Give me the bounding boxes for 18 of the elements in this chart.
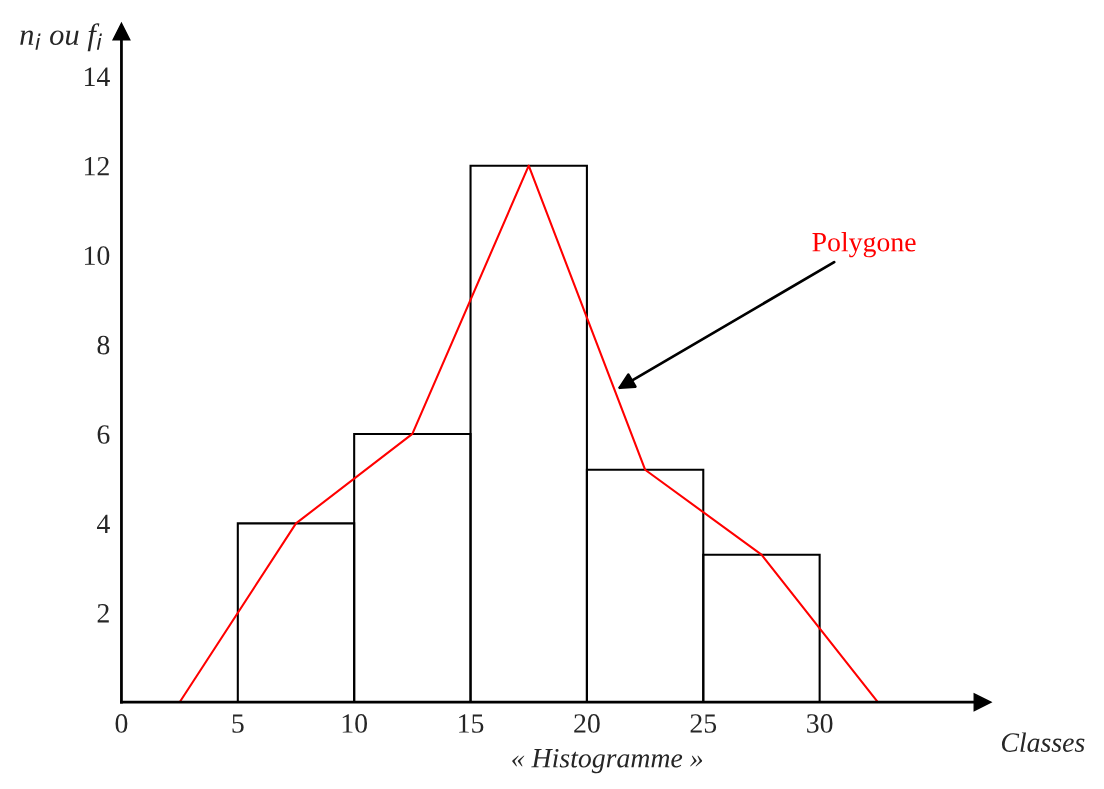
x-tick-label: 0 bbox=[115, 714, 128, 733]
y-axis-title: n$_{i}$ ou f$_{i}$ bbox=[20, 23, 102, 52]
y-tick-label: 6 bbox=[97, 425, 110, 444]
x-tick-label: 15 bbox=[459, 714, 484, 733]
x-tick-label: 5 bbox=[232, 714, 244, 733]
x-tick-label: 20 bbox=[574, 714, 600, 733]
y-tick-label: 14 bbox=[84, 67, 110, 86]
annotation: Polygone bbox=[812, 232, 916, 258]
x-tick-label: 25 bbox=[690, 714, 717, 733]
x-tick-label: 30 bbox=[807, 714, 833, 733]
y-tick-label: 10 bbox=[84, 246, 110, 266]
text: « Histogramme » bbox=[512, 748, 703, 774]
y-tick-label: 2 bbox=[97, 604, 109, 623]
x-tick-label: 10 bbox=[342, 714, 368, 733]
x-axis-title: Classes bbox=[1001, 732, 1085, 752]
y-tick-label: 4 bbox=[96, 514, 110, 534]
y-tick-label: 12 bbox=[84, 156, 109, 176]
y-tick-label: 8 bbox=[97, 335, 110, 355]
